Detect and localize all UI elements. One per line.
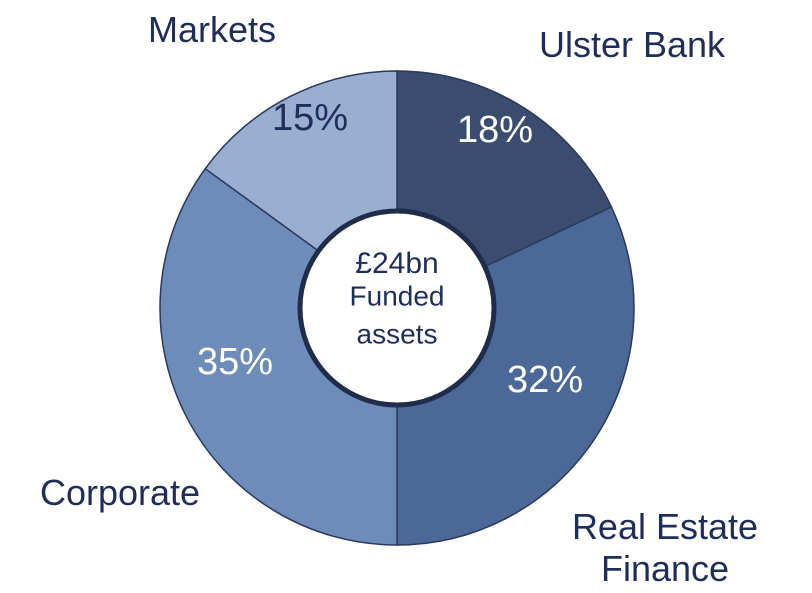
category-label: Corporate: [39, 472, 201, 513]
value-label: 18%: [456, 109, 534, 151]
category-label: Markets: [147, 9, 277, 50]
center-text: Funded: [350, 280, 445, 311]
value-label: 35%: [196, 341, 274, 383]
value-label: 32%: [506, 359, 584, 401]
category-label: Ulster Bank: [538, 24, 726, 65]
pie-slice: [159, 167, 398, 546]
center-text: assets: [357, 318, 438, 349]
center-circle: [297, 208, 497, 408]
category-label: Real Estate Finance: [571, 506, 759, 589]
center-text: £24bn: [355, 247, 438, 280]
value-label: 15%: [271, 97, 349, 139]
